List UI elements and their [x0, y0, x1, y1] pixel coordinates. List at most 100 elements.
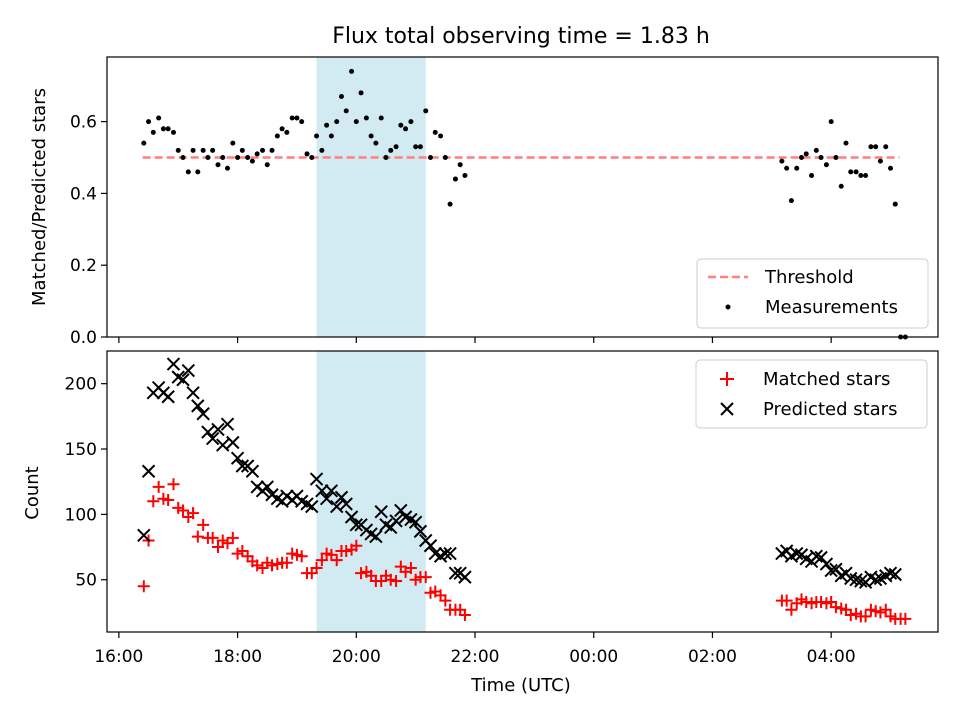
measurement-point: [442, 155, 448, 161]
matched-star-point: [187, 507, 200, 520]
measurement-point: [413, 144, 419, 150]
matched-star-point: [899, 612, 912, 625]
matched-star-point: [384, 573, 397, 586]
matched-star-point: [800, 595, 813, 608]
bottom-xtick-label: 22:00: [451, 647, 500, 667]
predicted-star-point: [211, 422, 225, 437]
measurement-point: [813, 147, 819, 153]
matched-star-point: [137, 580, 150, 593]
measurement-point: [432, 129, 438, 135]
matched-star-point: [829, 601, 842, 614]
predicted-star-point: [230, 451, 245, 465]
predicted-star-point: [408, 515, 423, 529]
measurement-point: [343, 108, 349, 114]
measurement-point: [427, 155, 433, 161]
measurement-point: [185, 169, 191, 175]
predicted-star-point: [161, 390, 175, 404]
matched-star-point: [226, 531, 239, 544]
predicted-star-point: [141, 464, 156, 478]
bottom-panel: 50 100 150 200 16:00 18:00 20:00 22:00 00:00 02:…: [22, 350, 939, 696]
measurement-point: [304, 151, 310, 157]
measurement-point: [809, 172, 815, 178]
measurement-point: [284, 129, 290, 135]
predicted-star-point: [330, 499, 344, 514]
matched-star-point: [315, 554, 328, 567]
bottom-xtick-label: 02:00: [688, 647, 737, 667]
matched-star-point: [404, 561, 417, 574]
top-plot-frame: [106, 56, 939, 338]
predicted-star-point: [181, 363, 196, 378]
matched-star-point: [874, 606, 887, 619]
measurement-point: [146, 119, 152, 125]
legend-measurements-swatch: [725, 304, 731, 310]
predicted-star-point: [438, 546, 453, 561]
predicted-star-point: [824, 563, 838, 578]
predicted-star-point: [790, 546, 804, 561]
predicted-star-point: [305, 499, 319, 514]
predicted-star-point: [315, 484, 329, 498]
measurement-point: [328, 133, 334, 139]
measurement-point: [165, 126, 171, 132]
top-legend: Threshold Measurements: [696, 258, 929, 329]
top-ytick-label: 0.6: [70, 113, 97, 133]
measurement-point: [349, 68, 355, 74]
bottom-highlight-span: [316, 351, 426, 632]
measurement-point: [235, 155, 241, 161]
legend-measurements-label: Measurements: [765, 297, 898, 318]
matched-star-point: [350, 539, 363, 552]
predicted-star-point: [260, 480, 274, 494]
measurement-point: [784, 165, 790, 171]
matched-star-point: [251, 559, 264, 572]
predicted-star-point: [888, 567, 902, 582]
top-legend-box: [696, 258, 929, 329]
measurement-point: [828, 119, 834, 125]
matched-star-point: [197, 518, 210, 531]
measurement-point: [324, 122, 330, 128]
measurement-point: [788, 198, 794, 204]
matched-star-point: [147, 495, 160, 508]
predicted-star-point: [226, 435, 240, 450]
measurement-point: [289, 115, 295, 121]
measurement-point: [378, 115, 384, 121]
matched-star-point: [211, 541, 224, 554]
bottom-xtick-label: 16:00: [94, 647, 143, 667]
legend-predicted-label: Predicted stars: [763, 399, 897, 420]
predicted-star-point: [166, 357, 181, 371]
measurement-point: [239, 147, 245, 153]
predicted-star-point: [319, 491, 334, 506]
measurement-point: [150, 129, 156, 135]
bottom-legend: Matched stars Predicted stars: [695, 359, 928, 429]
bottom-xtick-label: 00:00: [569, 647, 618, 667]
matched-star-point: [176, 504, 189, 517]
measurement-point: [798, 155, 804, 161]
chart-title: Flux total observing time = 1.83 h: [332, 24, 710, 49]
predicted-star-point: [349, 518, 364, 532]
predicted-star-point: [339, 497, 353, 511]
matched-star-point: [879, 603, 892, 616]
measurement-point: [393, 144, 399, 150]
measurement-point: [156, 115, 162, 121]
measurement-point: [363, 115, 369, 121]
measurement-point: [224, 165, 230, 171]
measurement-point: [838, 183, 844, 189]
predicted-star-point: [868, 573, 883, 587]
legend-matched-swatch: [720, 372, 734, 386]
predicted-star-point: [176, 373, 190, 387]
measurement-point: [462, 172, 468, 178]
measurement-point: [249, 158, 255, 164]
measurement-point: [141, 140, 147, 146]
matched-star-point: [355, 567, 368, 580]
measurement-point: [294, 115, 300, 121]
measurement-point: [160, 126, 166, 132]
measurement-point: [279, 126, 285, 132]
measurement-point: [373, 140, 379, 146]
measurement-point: [254, 151, 260, 157]
matched-star-point: [780, 594, 793, 607]
matched-star-point: [458, 609, 471, 622]
measurement-point: [368, 133, 374, 139]
measurement-point: [843, 140, 849, 146]
matched-star-point: [206, 531, 219, 544]
measurement-point: [398, 122, 404, 128]
matched-star-point: [266, 559, 279, 572]
top-highlight-span: [316, 57, 426, 337]
